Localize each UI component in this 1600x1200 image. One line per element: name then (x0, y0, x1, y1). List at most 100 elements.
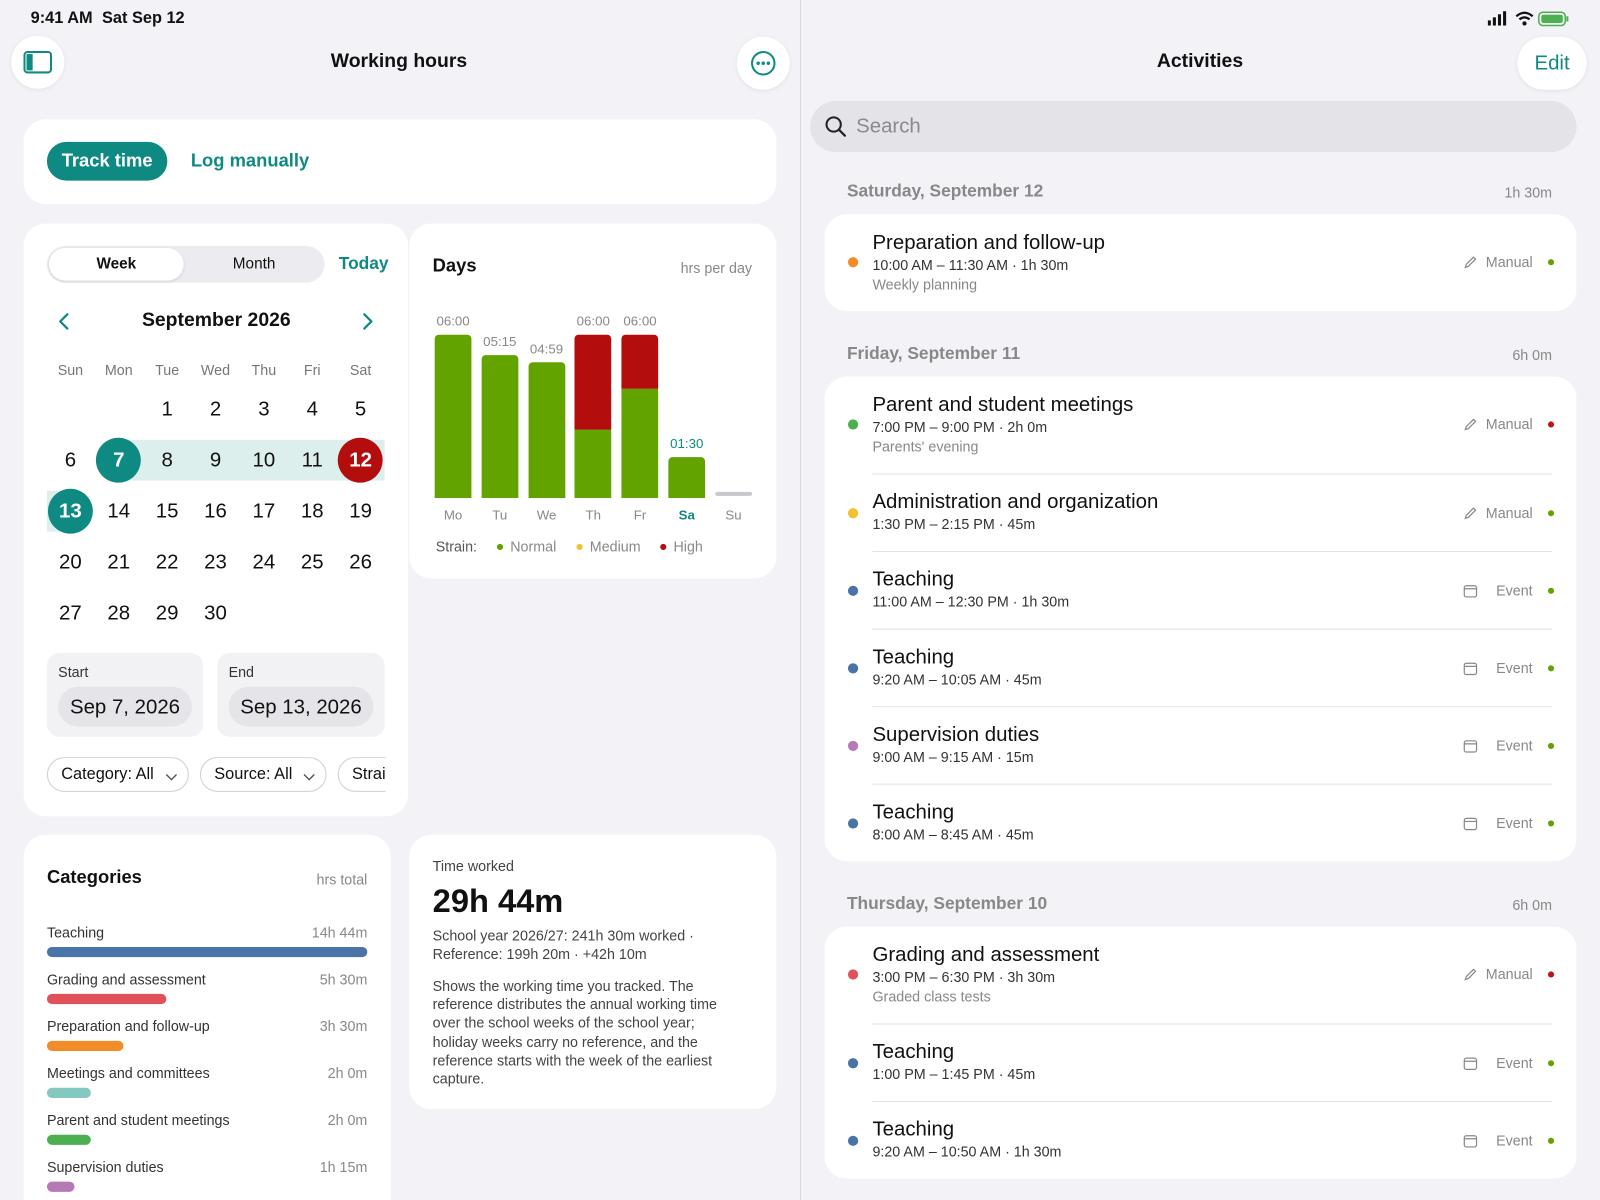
activity-row[interactable]: Teaching 9:20 AM – 10:50 AM · 1h 30m Event (824, 1101, 1576, 1179)
day-cell[interactable]: 5 (354, 397, 367, 421)
activity-row[interactable]: Teaching 1:00 PM – 1:45 PM · 45m Event (824, 1023, 1576, 1101)
row-separator (872, 1101, 1553, 1103)
filter-chevron (303, 769, 315, 781)
day-cell[interactable]: 27 (59, 602, 82, 625)
category-dot (847, 508, 859, 519)
activity-row[interactable]: Grading and assessment 3:00 PM – 6:30 PM … (824, 927, 1576, 1024)
activity-row[interactable]: Administration and organization 1:30 PM –… (824, 473, 1576, 551)
category-value: 14h 44m (311, 924, 368, 941)
activity-group-card: Parent and student meetings 7:00 PM – 9:0… (824, 376, 1577, 862)
day-cell[interactable]: 12 (349, 448, 372, 472)
day-cell[interactable]: 11 (301, 448, 323, 472)
filter-label: Source: All (214, 765, 293, 784)
today-button[interactable]: Today (338, 253, 389, 274)
day-cell[interactable]: 10 (252, 448, 276, 472)
day-cell[interactable]: 25 (300, 551, 324, 574)
legend-label: Medium (589, 538, 641, 555)
filter-pill[interactable]: Category: All (46, 757, 189, 792)
date-pill[interactable]: Sep 13, 2026 (228, 686, 374, 727)
activity-note: Parents' evening (872, 438, 979, 455)
day-cell[interactable]: 26 (349, 551, 372, 574)
day-cell[interactable]: 15 (155, 499, 179, 523)
date-value: Sep 13, 2026 (240, 695, 362, 719)
filter-pill[interactable]: Source: All (199, 757, 327, 792)
activity-row[interactable]: Teaching 11:00 AM – 12:30 PM · 1h 30m Even… (824, 551, 1576, 629)
strain-dot (1547, 1060, 1555, 1067)
activity-row[interactable]: Preparation and follow-up 10:00 AM – 11:3… (824, 214, 1576, 311)
x-tick-label: Mo (443, 507, 463, 523)
category-bar (46, 1040, 124, 1052)
weekday-label: Wed (200, 361, 231, 379)
month-title: September 2026 (141, 309, 291, 332)
days-card: Days hrs per day 06:00 Mo 05:15 Tu 04:59 We 06:0… (409, 223, 777, 579)
segment-option[interactable]: Week (96, 255, 137, 273)
activity-time: 10:00 AM – 11:30 AM · 1h 30m (872, 256, 1069, 274)
time-worked-label: Time worked (432, 857, 514, 875)
chart-unit: hrs total (316, 871, 368, 888)
day-cell[interactable]: 7 (113, 448, 125, 472)
category-dot (847, 740, 859, 752)
activity-title: Administration and organization (872, 490, 1159, 514)
category-dot (847, 585, 859, 596)
day-cell[interactable]: 19 (349, 499, 372, 523)
day-cell[interactable]: 18 (300, 499, 324, 523)
next-month-button[interactable] (357, 311, 377, 331)
day-highlight (96, 437, 142, 483)
day-cell[interactable]: 1 (161, 397, 173, 421)
row-separator (872, 473, 1553, 475)
chart-title: Categories (46, 866, 142, 887)
day-cell[interactable]: 2 (209, 397, 222, 421)
day-cell[interactable]: 21 (107, 551, 131, 574)
activity-time: 1:30 PM – 2:15 PM · 45m (872, 515, 1036, 533)
date-pill[interactable]: Sep 7, 2026 (58, 686, 192, 727)
day-cell[interactable]: 17 (252, 499, 276, 523)
more-button[interactable] (736, 36, 790, 90)
day-cell[interactable]: 23 (204, 551, 227, 574)
day-cell[interactable]: 28 (107, 602, 131, 625)
filter-pill[interactable]: Strai (337, 757, 386, 792)
activity-row[interactable]: Teaching 9:20 AM – 10:05 AM · 45m Event (824, 628, 1576, 707)
row-separator (872, 628, 1553, 630)
day-cell[interactable]: 13 (59, 499, 82, 523)
prev-month-button[interactable] (54, 311, 74, 331)
track-time-button[interactable]: Track time (46, 141, 168, 181)
sidebar-icon (23, 51, 53, 74)
day-cell[interactable]: 14 (107, 499, 131, 523)
day-cell[interactable]: 29 (155, 602, 179, 625)
activity-row[interactable]: Supervision duties 9:00 AM – 9:15 AM · 15… (824, 706, 1576, 784)
activity-time: 11:00 AM – 12:30 PM · 1h 30m (872, 593, 1070, 610)
activity-title: Teaching (872, 568, 955, 591)
day-cell[interactable]: 3 (258, 397, 270, 421)
activity-row[interactable]: Teaching 8:00 AM – 8:45 AM · 45m Event (824, 783, 1576, 862)
sidebar-button[interactable] (11, 35, 65, 89)
bar-segment (574, 334, 612, 430)
segment-option[interactable]: Month (232, 255, 276, 273)
log-manually-button[interactable]: Log manually (190, 150, 310, 171)
legend-swatch (496, 543, 504, 550)
edit-button[interactable]: Edit (1517, 36, 1587, 90)
category-dot (847, 1135, 859, 1146)
category-bar (46, 1087, 91, 1098)
weekday-label: Sat (349, 361, 372, 379)
day-cell[interactable]: 30 (204, 602, 227, 625)
category-bar (46, 993, 167, 1005)
bar-segment (528, 362, 565, 498)
day-cell[interactable]: 9 (209, 448, 222, 472)
activity-row[interactable]: Parent and student meetings 7:00 PM – 9:0… (824, 377, 1576, 474)
search-field[interactable]: Search (810, 101, 1577, 153)
day-cell[interactable]: 24 (252, 551, 276, 574)
day-cell[interactable]: 22 (155, 551, 179, 574)
bar-segment (434, 334, 472, 498)
group-date: Friday, September 11 (846, 343, 1021, 364)
activity-time: 9:20 AM – 10:05 AM · 45m (872, 671, 1042, 688)
activity-time: 9:00 AM – 9:15 AM · 15m (872, 748, 1034, 765)
x-tick-label: Tu (492, 507, 508, 523)
day-cell[interactable]: 8 (161, 448, 173, 472)
day-cell[interactable]: 6 (64, 448, 77, 472)
day-cell[interactable]: 20 (59, 551, 82, 574)
strain-dot (1547, 971, 1555, 978)
day-cell[interactable]: 4 (306, 397, 318, 421)
day-cell[interactable]: 16 (204, 499, 227, 523)
activity-source: Event (1496, 814, 1533, 832)
